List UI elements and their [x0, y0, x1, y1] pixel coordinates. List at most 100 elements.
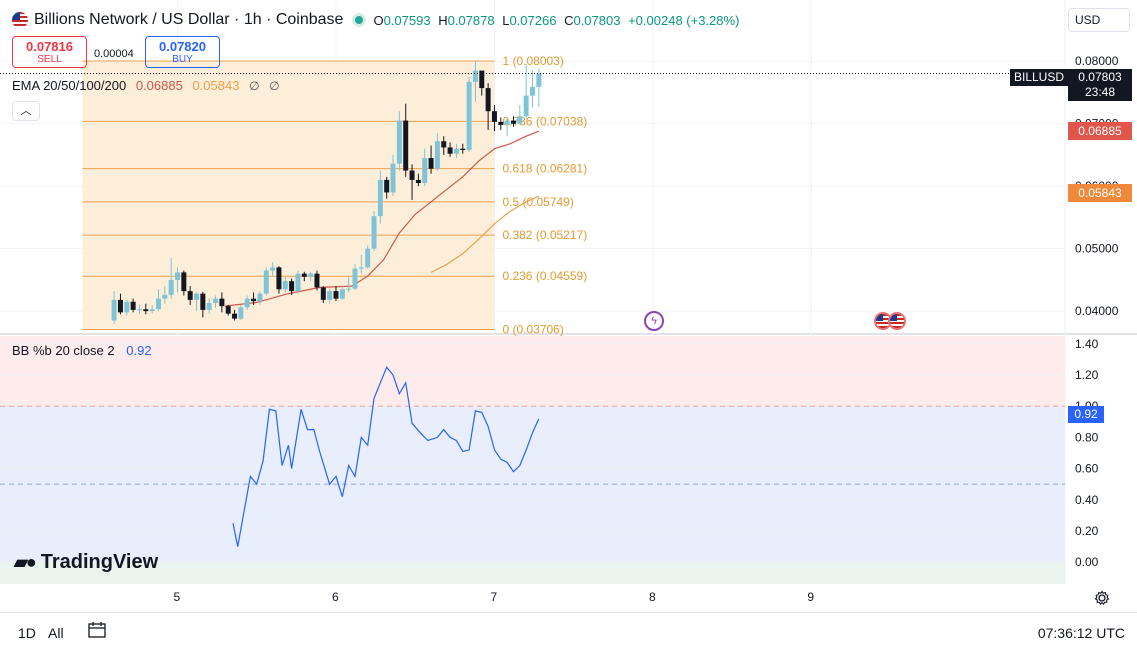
ema50-value: 0.05843: [192, 78, 240, 93]
candle-body: [371, 216, 377, 249]
high-label: H: [438, 12, 448, 28]
candle-body: [390, 163, 396, 193]
candle-body: [403, 120, 409, 171]
currency-selector[interactable]: USD: [1068, 8, 1130, 32]
candle-body: [117, 299, 123, 313]
candle-body: [333, 291, 339, 299]
ema50-line: [430, 195, 540, 273]
fib-level-label: 0.382 (0.05217): [502, 228, 587, 242]
candle-body: [130, 301, 136, 310]
indicator-tick-label: 0.80: [1075, 430, 1099, 444]
time-tick-label: 9: [807, 590, 814, 604]
range-1d-button[interactable]: 1D: [18, 625, 36, 641]
candle-body: [225, 306, 231, 314]
candle-body: [232, 313, 238, 319]
range-all-button[interactable]: All: [48, 625, 64, 641]
chart-canvas[interactable]: 1 (0.08003) 0.786 (0.07038) 0.618 (0.06281…: [0, 0, 1137, 612]
candle-body: [510, 120, 516, 124]
close-value: 0.07803: [573, 12, 621, 28]
bb-label: BB %b 20 close 2: [12, 343, 115, 358]
open-value: 0.07593: [383, 12, 431, 28]
lightning-event-icon[interactable]: ϟ: [644, 311, 664, 331]
bb-percent-line: [232, 366, 540, 547]
candle-body: [447, 147, 453, 154]
last-price-label: 0.07803 23:48: [1068, 69, 1132, 101]
sell-button[interactable]: 0.07816 SELL: [12, 36, 87, 68]
candle-body: [238, 307, 244, 319]
spread-value: 0.00004: [94, 48, 134, 60]
bb-price-badge: 0.92: [1068, 406, 1104, 423]
candle-body: [466, 81, 472, 150]
candle-body: [263, 270, 269, 294]
clock-time[interactable]: 07:36:12 UTC: [1037, 625, 1125, 641]
candle-body: [377, 179, 383, 217]
indicator-tick-label: 0.60: [1075, 462, 1099, 476]
candle-body: [200, 293, 206, 310]
candle-body: [251, 298, 257, 302]
candle-body: [219, 298, 225, 307]
candle-body: [498, 121, 504, 125]
ema-legend[interactable]: EMA 20/50/100/200 0.06885 0.05843 ∅ ∅: [12, 78, 280, 93]
ema-label: EMA 20/50/100/200: [12, 78, 127, 93]
candle-body: [194, 293, 200, 300]
fib-level-label: 0.236 (0.04559): [502, 269, 587, 283]
fib-level-label: 0.618 (0.06281): [502, 162, 587, 176]
candle-body: [295, 273, 301, 292]
candle-body: [428, 158, 434, 169]
symbol-title[interactable]: Billions Network / US Dollar · 1h · Coin…: [34, 11, 344, 28]
ticker-label: BILLUSD: [1010, 69, 1068, 86]
candle-body: [320, 287, 326, 300]
low-label: L: [502, 12, 510, 28]
ema100-value: ∅: [249, 79, 260, 93]
bottom-toolbar: 1D All 07:36:12 UTC: [0, 612, 1137, 647]
candle-body: [308, 273, 314, 277]
ema20-value: 0.06885: [135, 78, 183, 93]
open-label: O: [373, 12, 384, 28]
us-flag-icon: [888, 312, 906, 330]
high-value: 0.07878: [447, 12, 495, 28]
candle-body: [257, 293, 263, 302]
sell-label: SELL: [37, 54, 62, 65]
change-value: +0.00248 (+3.28%): [628, 12, 740, 28]
ema20-price-badge: 0.06885: [1068, 122, 1132, 140]
candle-body: [282, 281, 288, 290]
candle-body: [472, 70, 478, 82]
candle-body: [175, 272, 180, 280]
ema50-price-badge: 0.05843: [1068, 184, 1132, 202]
economic-events-icon[interactable]: [874, 312, 910, 330]
bb-legend[interactable]: BB %b 20 close 2 0.92: [12, 343, 152, 358]
bb-value: 0.92: [126, 343, 152, 358]
chevron-up-icon: ︿: [20, 105, 32, 117]
buy-price: 0.07820: [159, 39, 206, 54]
fib-level-label: 0.786 (0.07038): [502, 114, 587, 128]
candle-body: [187, 291, 193, 300]
tradingview-logo-text: TradingView: [40, 550, 159, 573]
candle-body: [244, 298, 250, 308]
candle-body: [213, 298, 219, 304]
candle-body: [460, 148, 466, 150]
calendar-icon[interactable]: [88, 622, 106, 638]
symbol-header: Billions Network / US Dollar · 1h · Coin…: [12, 8, 739, 32]
indicator-tick-label: 1.40: [1075, 337, 1099, 351]
candle-body: [491, 111, 497, 122]
candle-body: [346, 288, 352, 290]
candle-body: [358, 267, 364, 269]
collapse-legend-button[interactable]: ︿: [12, 101, 40, 121]
candle-body: [111, 299, 117, 321]
price-tick-label: 0.04000: [1075, 304, 1119, 318]
gear-icon[interactable]: [1094, 590, 1110, 606]
time-tick-label: 5: [174, 590, 181, 604]
candle-body: [301, 273, 307, 277]
price-tick-label: 0.05000: [1075, 242, 1119, 256]
sell-price: 0.07816: [26, 39, 73, 54]
indicator-tick-label: 0.20: [1075, 524, 1099, 538]
candle-body: [136, 309, 142, 311]
candle-body: [485, 88, 491, 112]
bb-overbought-zone: [0, 336, 1065, 407]
buy-button[interactable]: 0.07820 BUY: [145, 36, 220, 68]
tradingview-logo[interactable]: ▰● TradingView: [14, 550, 158, 574]
candle-body: [504, 120, 510, 125]
low-value: 0.07266: [509, 12, 557, 28]
candle-body: [530, 86, 535, 96]
last-price-value: 0.07803: [1078, 70, 1122, 84]
